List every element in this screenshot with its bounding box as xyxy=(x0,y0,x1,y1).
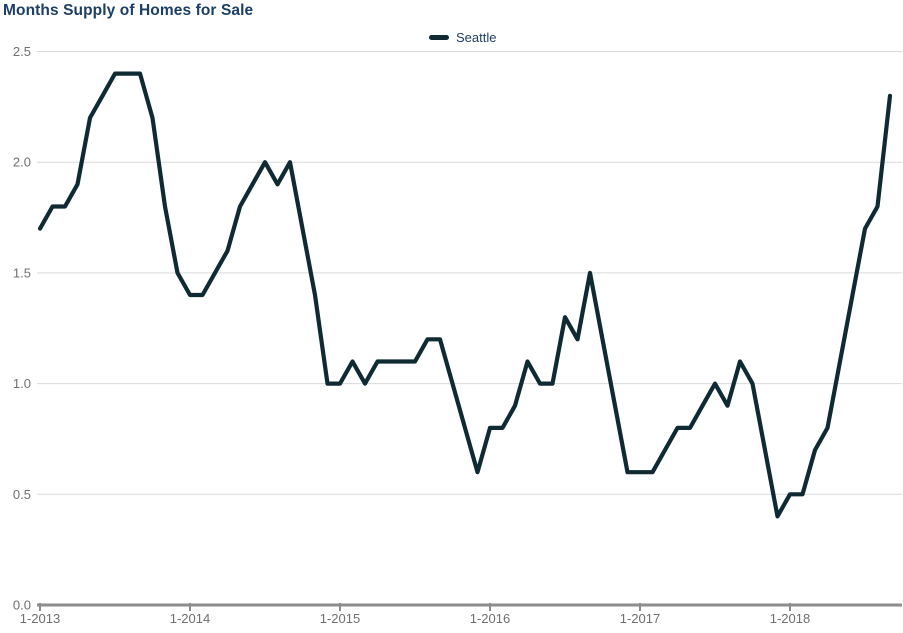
series-line-seattle xyxy=(37,71,893,519)
y-axis-tick-label: 0.5 xyxy=(13,487,31,502)
legend-swatch-icon xyxy=(429,35,449,40)
y-axis-tick-label: 0.0 xyxy=(13,598,31,613)
x-axis-tick-label: 1-2017 xyxy=(620,611,660,626)
x-axis-tick-label: 1-2013 xyxy=(20,611,60,626)
x-axis-tick-label: 1-2016 xyxy=(470,611,510,626)
y-axis-tick-label: 2.5 xyxy=(13,44,31,59)
legend-item-seattle[interactable]: Seattle xyxy=(429,30,496,45)
legend-label: Seattle xyxy=(456,30,497,45)
x-axis-tick-label: 1-2018 xyxy=(770,611,810,626)
x-axis-tick-label: 1-2014 xyxy=(170,611,210,626)
x-axis-tick-label: 1-2015 xyxy=(320,611,360,626)
y-axis-tick-label: 2.0 xyxy=(13,155,31,170)
y-axis-tick-label: 1.0 xyxy=(13,376,31,391)
chart-title: Months Supply of Homes for Sale xyxy=(3,2,254,19)
y-axis-tick-label: 1.5 xyxy=(13,265,31,280)
